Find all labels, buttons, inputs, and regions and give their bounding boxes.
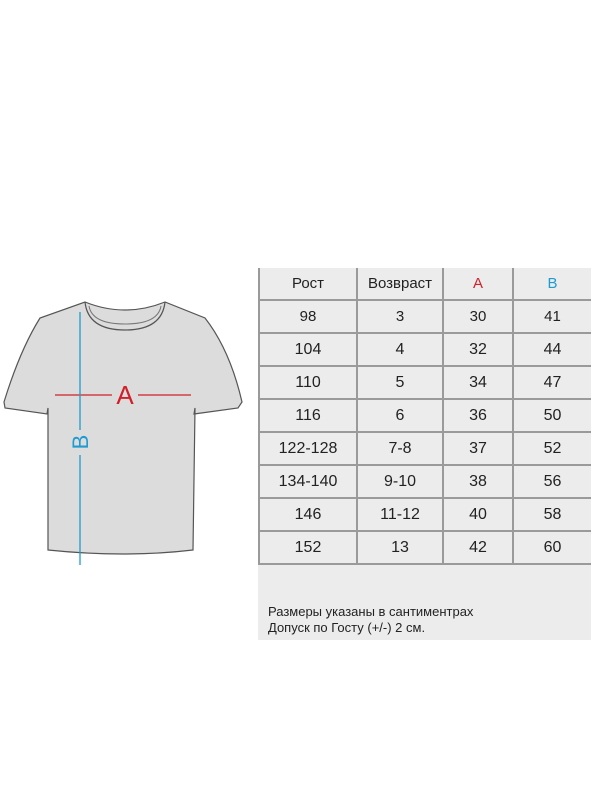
- table-cell: 37: [442, 432, 514, 466]
- header-a: A: [442, 268, 514, 301]
- tshirt-outline: [3, 301, 243, 555]
- table-cell: 34: [442, 366, 514, 400]
- table-row: 146 11-12 40 58: [258, 498, 591, 532]
- table-cell: 36: [442, 399, 514, 433]
- table-cell: 44: [512, 333, 591, 367]
- table-row: 116 6 36 50: [258, 399, 591, 433]
- size-table-panel: Рост Возвраст A B 98 3 30 41 104 4 32 44 110 5 34 4…: [258, 268, 591, 640]
- table-cell: 50: [512, 399, 591, 433]
- table-cell: 146: [258, 498, 358, 532]
- table-cell: 9-10: [356, 465, 444, 499]
- table-cell: 104: [258, 333, 358, 367]
- note-tolerance: Допуск по Госту (+/-) 2 см.: [268, 620, 426, 635]
- table-header-row: Рост Возвраст A B: [258, 268, 591, 301]
- tshirt-collar-inner: [88, 305, 162, 325]
- table-row: 134-140 9-10 38 56: [258, 465, 591, 499]
- table-cell: 41: [512, 300, 591, 334]
- tshirt-collar: [84, 301, 166, 331]
- table-cell: 3: [356, 300, 444, 334]
- table-row: 98 3 30 41: [258, 300, 591, 334]
- length-label: B: [68, 435, 93, 450]
- table-cell: 152: [258, 531, 358, 565]
- table-cell: 134-140: [258, 465, 358, 499]
- table-cell: 30: [442, 300, 514, 334]
- table-cell: 38: [442, 465, 514, 499]
- tshirt-diagram: A B: [3, 301, 243, 565]
- size-table: Рост Возвраст A B 98 3 30 41 104 4 32 44 110 5 34 4…: [258, 268, 591, 565]
- table-cell: 40: [442, 498, 514, 532]
- table-cell: 52: [512, 432, 591, 466]
- table-cell: 116: [258, 399, 358, 433]
- table-cell: 56: [512, 465, 591, 499]
- header-age: Возвраст: [356, 268, 444, 301]
- header-height: Рост: [258, 268, 358, 301]
- table-cell: 60: [512, 531, 591, 565]
- table-row: 122-128 7-8 37 52: [258, 432, 591, 466]
- width-label: A: [116, 380, 134, 410]
- table-cell: 4: [356, 333, 444, 367]
- table-cell: 5: [356, 366, 444, 400]
- table-cell: 122-128: [258, 432, 358, 466]
- table-cell: 7-8: [356, 432, 444, 466]
- table-cell: 13: [356, 531, 444, 565]
- table-cell: 47: [512, 366, 591, 400]
- table-row: 104 4 32 44: [258, 333, 591, 367]
- note-units: Размеры указаны в сантиментрах: [268, 604, 474, 619]
- table-cell: 98: [258, 300, 358, 334]
- table-row: 152 13 42 60: [258, 531, 591, 565]
- table-cell: 11-12: [356, 498, 444, 532]
- header-b: B: [512, 268, 591, 301]
- table-row: 110 5 34 47: [258, 366, 591, 400]
- table-cell: 110: [258, 366, 358, 400]
- table-cell: 58: [512, 498, 591, 532]
- table-cell: 32: [442, 333, 514, 367]
- table-cell: 6: [356, 399, 444, 433]
- table-cell: 42: [442, 531, 514, 565]
